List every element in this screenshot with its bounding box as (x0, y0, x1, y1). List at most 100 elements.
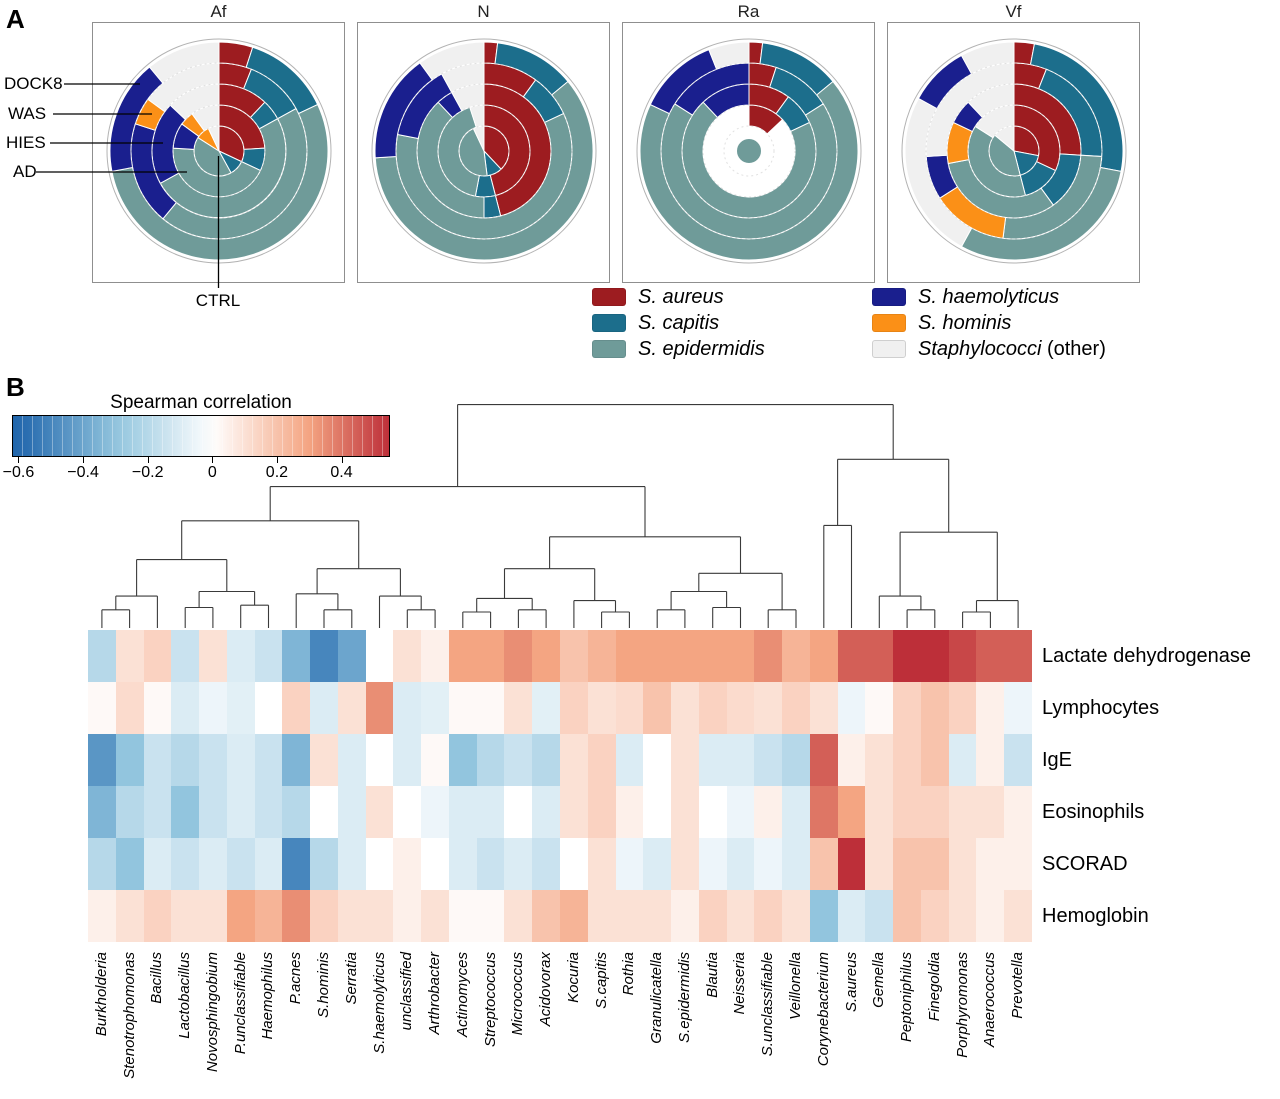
heatmap-cell (671, 838, 699, 890)
heatmap-cell (310, 838, 338, 890)
heatmap-cell (504, 734, 533, 786)
grid-circle (988, 125, 1040, 177)
ring-label-ad: AD (13, 162, 37, 181)
heatmap-cell (976, 682, 1005, 734)
heatmap-cell (948, 630, 977, 682)
heatmap-cell (1004, 786, 1032, 838)
heatmap-cell (504, 838, 533, 890)
heatmap-cell (310, 734, 338, 786)
heatmap-column-label-text: Neisseria (731, 952, 749, 1015)
grid-circle (458, 125, 510, 177)
heatmap-column-label-text: Burkholderia (92, 952, 110, 1037)
heatmap-column-label-text: Streptococcus (481, 952, 499, 1048)
ring-segment-other (148, 41, 220, 84)
heatmap-row-label-ldh: Lactate dehydrogenase (1042, 645, 1252, 667)
heatmap-cell (1004, 682, 1032, 734)
heatmap-cell (865, 734, 894, 786)
heatmap-cell (920, 838, 949, 890)
heatmap-row-label-eosinophils: Eosinophils (1042, 801, 1145, 823)
heatmap-cell (337, 682, 366, 734)
heatmap-cell (837, 838, 866, 890)
heatmap-cell (393, 890, 422, 942)
heatmap-cell (976, 734, 1005, 786)
heatmap-cell (782, 630, 810, 682)
legend-swatch-capitis (592, 314, 626, 332)
heatmap-cell (310, 630, 338, 682)
legend-label-aureus: S. aureus (638, 285, 724, 308)
grid-circle (130, 62, 308, 240)
heatmap-column-label: Kocuria (565, 952, 583, 1099)
heatmap-cell (643, 630, 672, 682)
ring-label-dock8: DOCK8 (4, 74, 63, 93)
ring-segment-other (960, 41, 1015, 75)
colorbar-tick (212, 457, 214, 463)
heatmap-cell (226, 630, 255, 682)
heatmap-cell (809, 682, 838, 734)
polar-chart-af (92, 22, 345, 283)
heatmap-cell (226, 682, 255, 734)
colorbar-tick (276, 457, 278, 463)
colorbar-tick-label: −0.2 (131, 464, 164, 481)
heatmap-cell (754, 838, 783, 890)
heatmap-column-label-text: Rothia (620, 952, 638, 996)
heatmap-cell (282, 890, 311, 942)
polar-chart-n-svg (371, 38, 597, 264)
heatmap-column-label-text: Novosphingobium (203, 952, 221, 1073)
polar-chart-vf-svg (901, 38, 1127, 264)
heatmap-column-label: Prevotella (1009, 952, 1027, 1099)
polar-chart-ra-svg (636, 38, 862, 264)
heatmap-cell (143, 838, 172, 890)
heatmap-column-label-text: Micrococcus (509, 952, 527, 1036)
heatmap-column-label-text: Actinomyces (453, 952, 471, 1038)
heatmap-cell (282, 682, 311, 734)
colorbar-tick (147, 457, 149, 463)
ring-label-ctrl: CTRL (195, 291, 241, 310)
heatmap-column-label: S.haemolyticus (371, 952, 389, 1099)
heatmap-cell (476, 786, 505, 838)
heatmap-column-label: Micrococcus (509, 952, 527, 1099)
heatmap-cell (199, 838, 227, 890)
heatmap-cell (920, 630, 949, 682)
heatmap-cell (448, 890, 477, 942)
heatmap-cell (837, 786, 866, 838)
heatmap-cell (393, 734, 422, 786)
legend-item-hominis: S. hominis (872, 312, 1011, 334)
heatmap-cell (976, 786, 1005, 838)
heatmap-column-label-text: S.capitis (592, 952, 610, 1009)
colorbar-tick-label: −0.6 (2, 464, 35, 481)
heatmap-cell (615, 734, 644, 786)
heatmap-cell (671, 630, 699, 682)
legend-swatch-hominis (872, 314, 906, 332)
heatmap-column-label-text: Lactobacillus (176, 952, 194, 1039)
legend-label-epidermidis: S. epidermidis (638, 337, 765, 360)
heatmap-column-label: Neisseria (731, 952, 749, 1099)
heatmap-cell (754, 630, 783, 682)
heatmap-cell (476, 630, 505, 682)
heatmap-cell (504, 682, 533, 734)
colorbar-tick (83, 457, 85, 463)
heatmap-cell (282, 838, 311, 890)
heatmap-cell (448, 786, 477, 838)
heatmap-cell (782, 838, 810, 890)
heatmap-cell (532, 682, 560, 734)
heatmap-column-label-text: S.aureus (842, 952, 860, 1013)
heatmap-cell (171, 786, 200, 838)
heatmap-column-label: S.epidermidis (676, 952, 694, 1099)
heatmap-column-label: unclassified (398, 952, 416, 1099)
heatmap-cell (226, 838, 255, 890)
legend-item-haemolyticus: S. haemolyticus (872, 286, 1059, 308)
heatmap-cell (893, 786, 921, 838)
heatmap-cell (837, 630, 866, 682)
heatmap-cell (587, 786, 616, 838)
polar-chart-vf (887, 22, 1140, 283)
heatmap-cell (254, 838, 283, 890)
heatmap-cell (1004, 890, 1032, 942)
heatmap-cell (893, 682, 921, 734)
heatmap-cell (754, 890, 783, 942)
heatmap-column-label-text: Acidovorax (537, 952, 555, 1027)
heatmap-cell (1004, 838, 1032, 890)
heatmap-column-label: Granulicatella (648, 952, 666, 1099)
heatmap-row-label-hemoglobin: Hemoglobin (1042, 905, 1149, 927)
legend-swatch-haemolyticus (872, 288, 906, 306)
polar-chart-title-vf: Vf (1005, 2, 1022, 21)
